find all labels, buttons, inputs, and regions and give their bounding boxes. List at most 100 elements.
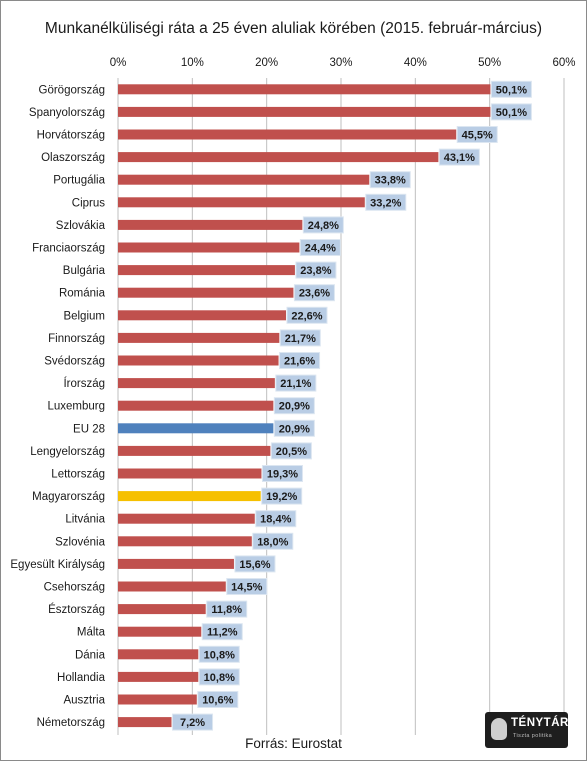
category-label: Svédország (44, 356, 105, 368)
value-label-bg (365, 193, 407, 211)
chart-title: Munkanélküliségi ráta a 25 éven aluliak … (44, 20, 543, 37)
category-label: Hollandia (57, 672, 106, 684)
bar (118, 604, 206, 615)
value-label-bg (273, 397, 315, 415)
value-label-bg (490, 103, 532, 121)
category-label: Ausztria (63, 695, 105, 707)
value-label-bg (206, 600, 248, 618)
x-tick-label: 50% (478, 57, 501, 69)
category-label: Szlovákia (56, 220, 106, 232)
value-label: 20,5% (276, 446, 307, 458)
category-label: Lengyelország (30, 446, 105, 458)
category-label: Finnország (48, 333, 105, 345)
value-label: 24,4% (305, 243, 336, 255)
bar (118, 445, 271, 456)
bar (118, 242, 300, 253)
value-label: 21,7% (285, 333, 316, 345)
logo-tagline: Tiszta politika (513, 733, 553, 739)
bar (118, 491, 261, 502)
value-label-bg (279, 352, 321, 369)
category-label: Csehország (44, 582, 105, 594)
value-label-bg (456, 126, 498, 143)
bar (118, 310, 286, 321)
value-label: 19,2% (266, 491, 297, 503)
value-label: 11,8% (211, 604, 242, 616)
category-label: EU 28 (73, 423, 105, 435)
category-label: Dánia (75, 649, 106, 661)
value-label-bg (172, 713, 214, 731)
value-label: 23,6% (299, 288, 330, 300)
value-label: 21,1% (280, 378, 311, 390)
value-label-bg (255, 510, 297, 528)
bar (118, 468, 262, 479)
value-label-bg (226, 578, 268, 595)
x-tick-label: 60% (552, 57, 575, 69)
bar (118, 219, 303, 230)
category-label: Horvátország (37, 130, 105, 142)
value-label: 33,2% (370, 197, 401, 209)
value-label-bg (261, 487, 303, 505)
value-label: 14,5% (231, 582, 262, 594)
category-label: Görögország (39, 84, 105, 96)
value-label-bg (295, 261, 337, 279)
value-label: 18,4% (260, 514, 291, 526)
category-label: Bulgária (63, 265, 106, 277)
value-label: 23,8% (300, 265, 331, 277)
bar (118, 400, 274, 411)
bar (118, 581, 226, 592)
category-label: Spanyolország (29, 107, 105, 119)
bar (118, 558, 234, 569)
category-label: Románia (59, 288, 106, 300)
value-label-bg (234, 555, 276, 573)
value-label: 10,8% (204, 649, 235, 661)
bar (118, 694, 197, 705)
bar (118, 174, 370, 185)
value-label-bg (286, 306, 328, 324)
bar (118, 197, 365, 208)
bar (118, 287, 294, 298)
category-label: Belgium (63, 310, 105, 322)
value-label: 24,8% (308, 220, 339, 232)
value-label-bg (198, 645, 240, 663)
value-label: 7,2% (180, 717, 205, 729)
value-label: 50,1% (496, 107, 527, 119)
tenytar-logo: TÉNYTÁR Tiszta politika (485, 712, 568, 748)
value-label-bg (273, 419, 315, 437)
value-label: 22,6% (291, 310, 322, 322)
value-label-bg (270, 442, 312, 460)
category-label: Franciaország (32, 243, 105, 255)
x-tick-label: 10% (181, 57, 204, 69)
bar (118, 378, 275, 389)
bar (118, 106, 491, 117)
logo-text: TÉNYTÁR (511, 717, 569, 729)
value-label: 20,9% (279, 423, 310, 435)
value-label-bg (252, 532, 294, 550)
value-label-bg (197, 691, 239, 708)
category-label: Litvánia (65, 514, 105, 526)
category-label: Észtország (48, 603, 105, 616)
bar (118, 423, 274, 434)
source-note: Forrás: Eurostat (245, 736, 342, 751)
value-label: 18,0% (257, 536, 288, 548)
x-tick-label: 20% (255, 57, 278, 69)
category-label: Málta (77, 627, 106, 639)
value-label: 33,8% (375, 175, 406, 187)
value-label-bg (369, 171, 411, 189)
value-label-bg (302, 216, 344, 234)
value-label-bg (299, 239, 341, 256)
bar (118, 649, 199, 660)
x-tick-label: 0% (110, 57, 127, 69)
value-label: 20,9% (279, 401, 310, 413)
value-label: 11,2% (207, 627, 238, 639)
value-label-bg (490, 80, 532, 98)
category-label: Szlovénia (55, 536, 105, 548)
value-label-bg (261, 465, 303, 482)
bar (118, 152, 439, 163)
bar (118, 626, 202, 637)
category-label: Olaszország (41, 152, 105, 164)
value-label-bg (201, 623, 243, 641)
value-label-bg (293, 284, 335, 302)
category-label: Egyesült Királyság (10, 559, 105, 571)
value-label: 50,1% (496, 84, 527, 96)
